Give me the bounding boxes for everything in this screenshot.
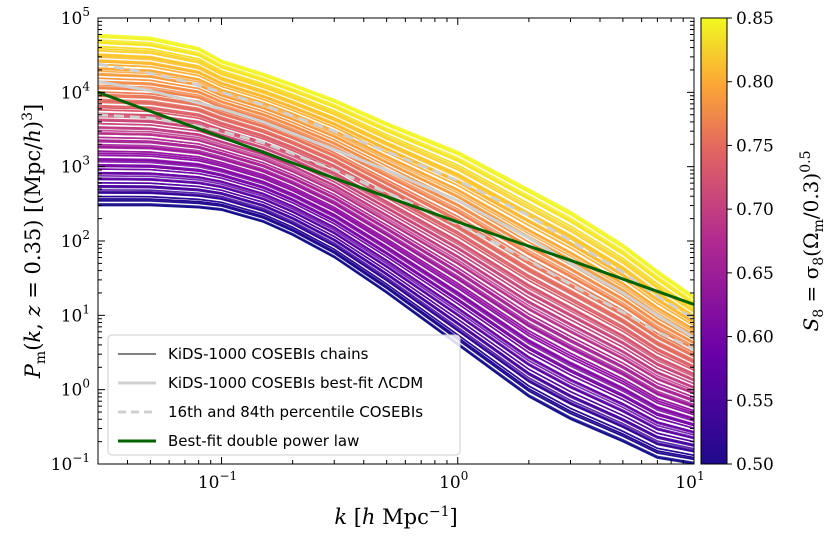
colorbar [700, 17, 728, 465]
chain-curve [98, 59, 694, 323]
chain-curve [98, 98, 694, 361]
chain-curve [98, 68, 694, 332]
legend: KiDS-1000 COSEBIs chains KiDS-1000 COSEBI… [107, 334, 461, 456]
chain-curve [98, 101, 694, 364]
y-tick-label: 100 [61, 377, 90, 401]
chain-curve [98, 127, 694, 390]
colorbar-tick-label: 0.50 [736, 455, 774, 475]
y-axis-label: Pm(k, z = 0.35) [(Mpc/h)3] [20, 104, 49, 379]
chain-curve [98, 34, 694, 299]
chain-curve [98, 80, 694, 343]
chain-curve [98, 165, 694, 427]
chain-curve [98, 56, 694, 320]
x-tick-label: 10−1 [198, 469, 237, 493]
y-tick-label: 104 [61, 79, 91, 103]
chain-curve [98, 189, 694, 450]
chain-curve [98, 109, 694, 371]
chain-curve [98, 54, 694, 317]
chain-curve [98, 74, 694, 337]
chain-curve [98, 126, 694, 388]
legend-box [107, 334, 461, 456]
colorbar-tick-label: 0.85 [736, 9, 774, 29]
x-tick-label: 100 [439, 469, 468, 493]
chain-curve [98, 61, 694, 324]
chain-curve [98, 198, 694, 459]
colorbar-gradient [700, 17, 728, 465]
chain-curve [98, 139, 694, 401]
chain-curve [98, 163, 694, 425]
x-tick-label: 101 [675, 469, 704, 493]
x-axis-ticks: 10−1 100 101 [97, 18, 705, 493]
chain-curve [98, 178, 694, 440]
chain-curve [98, 150, 694, 412]
series-line-3 [98, 90, 694, 306]
chain-curve [98, 145, 694, 407]
legend-label: 16th and 84th percentile COSEBIs [168, 403, 423, 421]
legend-label: KiDS-1000 COSEBIs best-fit ΛCDM [168, 374, 423, 392]
series-line-2 [98, 113, 694, 351]
colorbar-tick-label: 0.55 [736, 391, 774, 411]
chain-curve [98, 182, 694, 443]
chain-curve [98, 161, 694, 422]
chain-curve [98, 158, 694, 420]
chain-curve [98, 185, 694, 446]
legend-label: Best-fit double power law [168, 432, 359, 450]
colorbar-tick-label: 0.60 [736, 328, 774, 348]
chain-curve [98, 67, 694, 330]
chain-curve [98, 143, 694, 406]
chain-curve [98, 171, 694, 433]
y-tick-label: 101 [61, 302, 90, 326]
chain-curve [98, 72, 694, 336]
chain-curve [98, 168, 694, 429]
chain-curve [98, 173, 694, 434]
chain-curve [98, 152, 694, 414]
chain-curve [98, 190, 694, 452]
chain-curve [98, 104, 694, 367]
colorbar-tick-label: 0.80 [736, 73, 774, 93]
chain-curve [98, 33, 694, 298]
colorbar-tick-label: 0.70 [736, 200, 774, 220]
y-tick-label: 105 [61, 5, 90, 29]
chain-curve [98, 122, 694, 385]
chain-curve [98, 177, 694, 438]
series-lines [98, 62, 694, 351]
chain-curve [98, 154, 694, 416]
chain-curve [98, 95, 694, 358]
legend-label: KiDS-1000 COSEBIs chains [168, 345, 369, 363]
y-tick-label: 10−1 [51, 451, 90, 475]
chain-curve [98, 99, 694, 362]
chain-curve [98, 203, 694, 464]
colorbar-label: S8 = σ8(Ωm/0.3)0.5 [798, 151, 827, 332]
chain-curve [98, 131, 694, 394]
y-tick-label: 102 [61, 228, 90, 252]
chain-curve [98, 70, 694, 334]
chain-curve [98, 40, 694, 304]
chain-curve [98, 47, 694, 312]
colorbar-tick-label: 0.75 [736, 136, 774, 156]
chain-curve [98, 86, 694, 349]
chain-curve [98, 129, 694, 392]
chain-curve [98, 39, 694, 303]
y-tick-label: 103 [61, 154, 90, 178]
chain-curve [98, 195, 694, 456]
x-axis-label: k [h Mpc−1] [334, 504, 457, 529]
chain-curve [98, 199, 694, 460]
colorbar-ticks: 0.50 0.55 0.60 0.65 0.70 0.75 0.80 0.85 [727, 9, 774, 475]
chain-curve [98, 204, 694, 464]
chain-curve [98, 132, 694, 395]
chain-curve [98, 45, 694, 309]
chain-curve [98, 136, 694, 398]
chain-curve [98, 146, 694, 409]
chain-curve [98, 35, 694, 300]
chain-curve [98, 140, 694, 402]
series-line-1 [98, 62, 694, 321]
series-line-0 [98, 79, 694, 339]
chain-curve [98, 49, 694, 313]
chain-curve [98, 175, 694, 436]
y-axis-ticks: 10−1 100 101 102 103 104 105 [51, 5, 694, 475]
colorbar-tick-label: 0.65 [736, 264, 774, 284]
